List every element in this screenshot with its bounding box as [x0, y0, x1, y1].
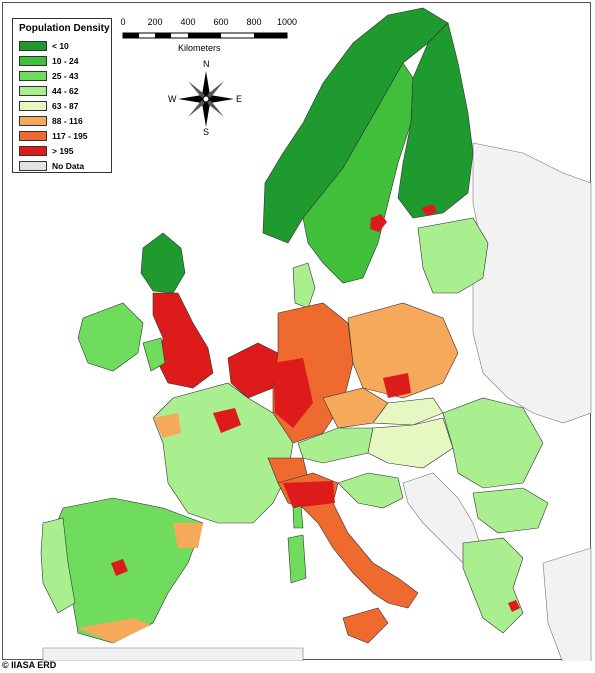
legend-label: 10 - 24 [52, 55, 79, 66]
scale-tick-label: 200 [147, 17, 163, 27]
scale-tick-label: 600 [213, 17, 229, 27]
legend-item: 63 - 87 [19, 98, 105, 113]
legend: Population Density < 10 10 - 24 25 - 43 … [12, 18, 112, 173]
scale-tick-label: 800 [246, 17, 262, 27]
copyright-credit: © IIASA ERD [2, 660, 57, 670]
legend-title: Population Density [19, 23, 110, 34]
brittany [153, 413, 181, 438]
legend-label: 25 - 43 [52, 70, 79, 81]
andalusia-coast [78, 618, 151, 643]
poland [347, 302, 459, 399]
rhine-dense [273, 358, 313, 428]
europe-density-map [40, 7, 592, 661]
scale-bar: 0 200 400 600 800 1000 Kilometers [118, 17, 298, 57]
legend-item: < 10 [19, 38, 105, 53]
compass-rose: N S E W [168, 59, 243, 137]
legend-item: 88 - 116 [19, 113, 105, 128]
scotland [140, 232, 186, 294]
po-valley-dense [283, 481, 335, 508]
compass-west: W [168, 94, 177, 104]
finland [397, 22, 474, 219]
compass-south: S [203, 127, 210, 137]
legend-swatch [19, 85, 47, 96]
legend-label: 88 - 116 [52, 115, 83, 126]
legend-label: > 195 [52, 145, 74, 156]
england [152, 292, 214, 389]
portugal [40, 517, 76, 614]
legend-item: No Data [19, 158, 105, 173]
scale-tick-label: 0 [120, 17, 126, 27]
legend-swatch [19, 40, 47, 51]
legend-item: 117 - 195 [19, 128, 105, 143]
scale-tick-label: 1000 [276, 17, 298, 27]
romania [442, 397, 544, 489]
legend-swatch [19, 100, 47, 111]
hungary [367, 417, 454, 469]
legend-label: 117 - 195 [52, 130, 88, 141]
legend-items: < 10 10 - 24 25 - 43 44 - 62 63 - 87 88 … [19, 38, 105, 173]
legend-item: 25 - 43 [19, 68, 105, 83]
madrid-dense [111, 559, 128, 576]
silesia-dense [383, 373, 411, 398]
legend-label: 44 - 62 [52, 85, 79, 96]
compass-east: E [236, 94, 243, 104]
map-frame: Population Density < 10 10 - 24 25 - 43 … [2, 2, 592, 661]
italy [277, 472, 419, 609]
helsinki-dense [421, 204, 437, 216]
legend-swatch [19, 115, 47, 126]
legend-swatch [19, 70, 47, 81]
corsica [292, 505, 304, 529]
legend-swatch [19, 55, 47, 66]
athens-dense [508, 600, 520, 612]
legend-label: No Data [52, 160, 85, 171]
scale-bar-graphic [122, 32, 288, 39]
sweden [302, 62, 414, 284]
legend-label: < 10 [52, 40, 69, 51]
legend-item: 44 - 62 [19, 83, 105, 98]
ireland [77, 302, 144, 372]
paris-dense [213, 408, 241, 433]
north-africa-nodata [42, 647, 304, 661]
denmark [292, 262, 316, 309]
legend-item: 10 - 24 [19, 53, 105, 68]
turkey-nodata [542, 547, 592, 661]
slovenia-croatia [337, 472, 404, 509]
eastern-land-nodata [472, 142, 592, 424]
legend-label: 63 - 87 [52, 100, 79, 111]
baltics [417, 217, 489, 294]
bulgaria [472, 487, 549, 534]
scale-unit: Kilometers [178, 43, 221, 53]
legend-swatch [19, 145, 47, 156]
legend-swatch [19, 160, 47, 171]
slovakia [372, 397, 444, 426]
compass-icon [178, 71, 234, 127]
sardinia [287, 534, 307, 584]
legend-swatch [19, 130, 47, 141]
catalonia [173, 523, 203, 548]
stockholm-dense [370, 214, 387, 232]
wales [142, 337, 166, 372]
greece [462, 537, 524, 634]
legend-item: > 195 [19, 143, 105, 158]
scale-tick-label: 400 [180, 17, 196, 27]
sicily [342, 607, 389, 644]
france [152, 382, 294, 524]
compass-north: N [203, 59, 210, 69]
